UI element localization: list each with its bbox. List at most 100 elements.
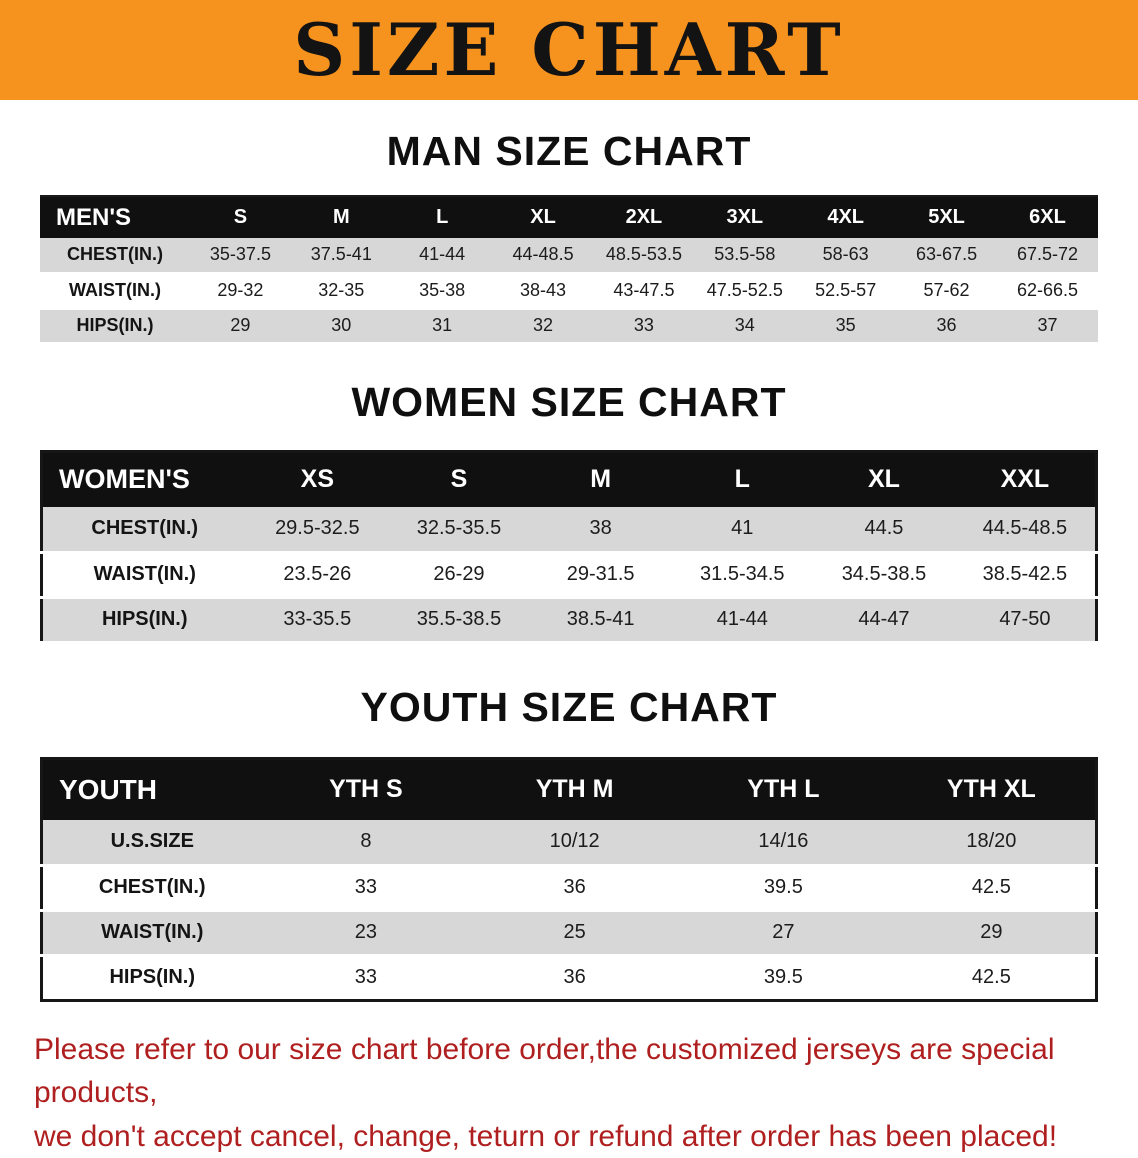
value-cell: 38.5-41	[530, 597, 672, 642]
value-cell: 33	[594, 308, 695, 343]
notice-line-2: we don't accept cancel, change, teturn o…	[34, 1115, 1104, 1158]
value-cell: 41	[671, 507, 813, 552]
size-header-cell: 6XL	[997, 196, 1098, 238]
value-cell: 41-44	[671, 597, 813, 642]
value-cell: 38	[530, 507, 672, 552]
value-cell: 29.5-32.5	[247, 507, 389, 552]
men-table-title-cell: MEN'S	[40, 196, 190, 238]
value-cell: 58-63	[795, 238, 896, 273]
size-header-cell: YTH XL	[888, 758, 1097, 820]
size-header-cell: M	[291, 196, 392, 238]
value-cell: 47-50	[955, 597, 1097, 642]
value-cell: 44.5	[813, 507, 955, 552]
youth-chart-heading: YOUTH SIZE CHART	[0, 684, 1138, 731]
men-chart-heading: MAN SIZE CHART	[0, 128, 1138, 175]
value-cell: 33	[262, 955, 471, 1000]
size-header-cell: 5XL	[896, 196, 997, 238]
value-cell: 35-38	[392, 273, 493, 308]
value-cell: 42.5	[888, 955, 1097, 1000]
notice-line-1: Please refer to our size chart before or…	[34, 1028, 1104, 1115]
value-cell: 53.5-58	[694, 238, 795, 273]
youth-table-title-cell: YOUTH	[42, 758, 262, 820]
value-cell: 29-32	[190, 273, 291, 308]
value-cell: 34	[694, 308, 795, 343]
row-label-cell: CHEST(IN.)	[42, 507, 247, 552]
women-chart-heading: WOMEN SIZE CHART	[0, 379, 1138, 426]
row-label-cell: CHEST(IN.)	[42, 865, 262, 910]
value-cell: 35	[795, 308, 896, 343]
value-cell: 36	[896, 308, 997, 343]
value-cell: 35-37.5	[190, 238, 291, 273]
size-header-cell: YTH M	[470, 758, 679, 820]
value-cell: 42.5	[888, 865, 1097, 910]
banner: SIZE CHART	[0, 0, 1138, 100]
value-cell: 34.5-38.5	[813, 552, 955, 597]
value-cell: 39.5	[679, 955, 888, 1000]
value-cell: 41-44	[392, 238, 493, 273]
value-cell: 27	[679, 910, 888, 955]
value-cell: 23.5-26	[247, 552, 389, 597]
value-cell: 14/16	[679, 820, 888, 865]
value-cell: 38.5-42.5	[955, 552, 1097, 597]
value-cell: 31.5-34.5	[671, 552, 813, 597]
value-cell: 10/12	[470, 820, 679, 865]
value-cell: 35.5-38.5	[388, 597, 530, 642]
row-label-cell: CHEST(IN.)	[40, 238, 190, 273]
value-cell: 25	[470, 910, 679, 955]
row-label-cell: HIPS(IN.)	[40, 308, 190, 343]
value-cell: 31	[392, 308, 493, 343]
value-cell: 57-62	[896, 273, 997, 308]
row-label-cell: HIPS(IN.)	[42, 597, 247, 642]
row-label-cell: HIPS(IN.)	[42, 955, 262, 1000]
row-label-cell: WAIST(IN.)	[40, 273, 190, 308]
size-header-cell: YTH S	[262, 758, 471, 820]
value-cell: 33-35.5	[247, 597, 389, 642]
value-cell: 26-29	[388, 552, 530, 597]
page-title: SIZE CHART	[293, 14, 845, 86]
value-cell: 39.5	[679, 865, 888, 910]
size-header-cell: L	[671, 451, 813, 507]
row-label-cell: WAIST(IN.)	[42, 552, 247, 597]
size-header-cell: M	[530, 451, 672, 507]
women-table-title-cell: WOMEN'S	[42, 451, 247, 507]
value-cell: 32.5-35.5	[388, 507, 530, 552]
value-cell: 63-67.5	[896, 238, 997, 273]
value-cell: 62-66.5	[997, 273, 1098, 308]
size-header-cell: XL	[813, 451, 955, 507]
size-header-cell: XS	[247, 451, 389, 507]
value-cell: 32-35	[291, 273, 392, 308]
value-cell: 29	[190, 308, 291, 343]
value-cell: 36	[470, 865, 679, 910]
value-cell: 43-47.5	[594, 273, 695, 308]
value-cell: 32	[493, 308, 594, 343]
value-cell: 38-43	[493, 273, 594, 308]
value-cell: 36	[470, 955, 679, 1000]
size-header-cell: S	[388, 451, 530, 507]
value-cell: 33	[262, 865, 471, 910]
row-label-cell: U.S.SIZE	[42, 820, 262, 865]
size-header-cell: 3XL	[694, 196, 795, 238]
value-cell: 67.5-72	[997, 238, 1098, 273]
order-notice: Please refer to our size chart before or…	[0, 1028, 1138, 1158]
value-cell: 48.5-53.5	[594, 238, 695, 273]
value-cell: 23	[262, 910, 471, 955]
value-cell: 8	[262, 820, 471, 865]
